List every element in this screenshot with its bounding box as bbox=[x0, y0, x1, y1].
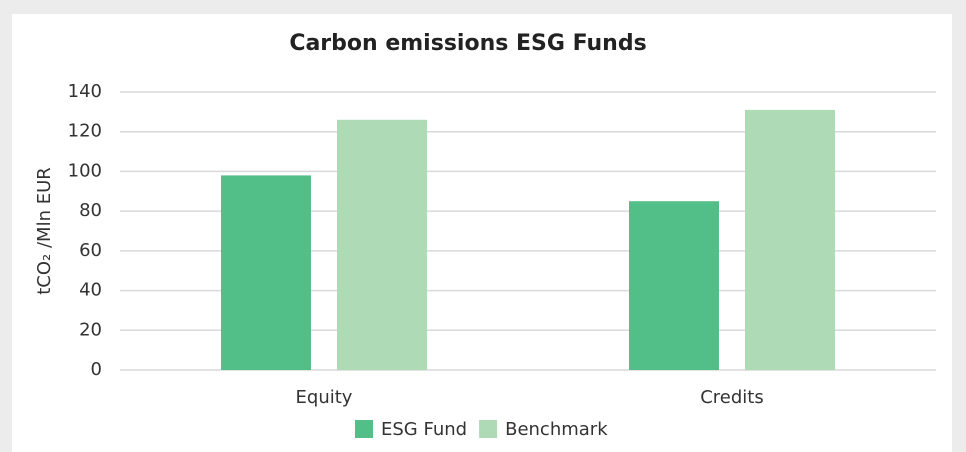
bar bbox=[745, 109, 835, 370]
legend-swatch bbox=[355, 420, 373, 438]
y-tick-label: 80 bbox=[79, 200, 102, 221]
y-tick-label: 100 bbox=[68, 160, 102, 181]
y-tick-label: 140 bbox=[68, 81, 102, 102]
y-tick-label: 0 bbox=[91, 359, 102, 380]
bar bbox=[337, 119, 427, 370]
x-tick-label: Equity bbox=[296, 387, 353, 408]
bar bbox=[221, 175, 311, 370]
legend-label: Benchmark bbox=[505, 419, 608, 440]
y-tick-label: 40 bbox=[79, 280, 102, 301]
x-tick-label: Credits bbox=[700, 387, 764, 408]
y-tick-label: 60 bbox=[79, 240, 102, 261]
legend-label: ESG Fund bbox=[381, 419, 467, 440]
y-axis-label: tCO₂ /Mln EUR bbox=[34, 167, 55, 295]
chart-title: Carbon emissions ESG Funds bbox=[289, 31, 646, 56]
bar bbox=[629, 201, 719, 370]
y-tick-label: 20 bbox=[79, 319, 102, 340]
y-tick-label: 120 bbox=[68, 121, 102, 142]
legend-swatch bbox=[479, 420, 498, 438]
